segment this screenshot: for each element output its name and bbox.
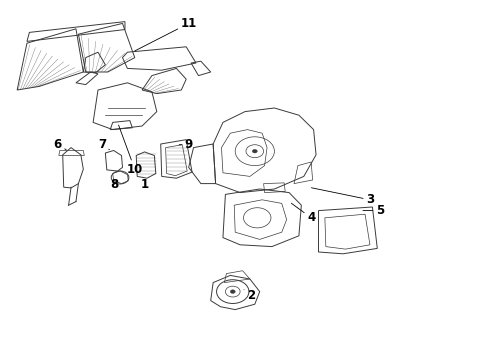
Text: 4: 4 bbox=[292, 203, 315, 224]
Text: 3: 3 bbox=[312, 188, 374, 206]
Text: 1: 1 bbox=[141, 178, 149, 191]
Text: 9: 9 bbox=[179, 138, 193, 151]
Text: 6: 6 bbox=[54, 138, 66, 151]
Circle shape bbox=[230, 290, 235, 293]
Text: 7: 7 bbox=[98, 138, 109, 151]
Text: 5: 5 bbox=[363, 204, 384, 217]
Text: 10: 10 bbox=[119, 125, 143, 176]
Text: 11: 11 bbox=[135, 17, 197, 51]
Text: 8: 8 bbox=[110, 178, 118, 191]
Text: 2: 2 bbox=[244, 289, 255, 302]
Circle shape bbox=[252, 149, 257, 153]
